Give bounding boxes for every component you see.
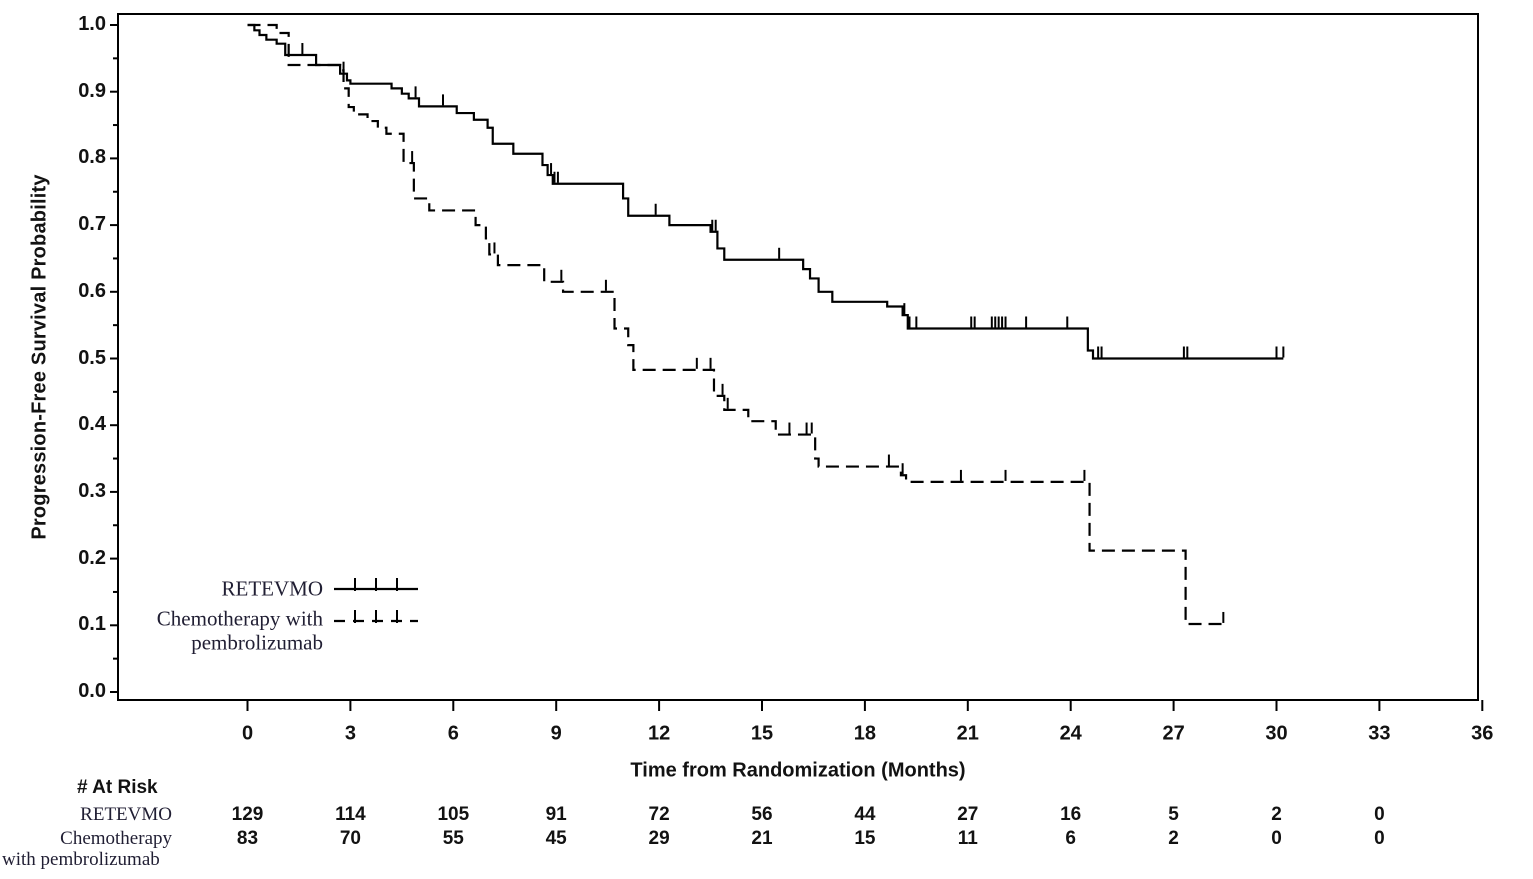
risk-count: 6 — [1065, 828, 1076, 849]
x-tick-label: 9 — [550, 722, 562, 745]
risk-count: 2 — [1271, 804, 1282, 825]
risk-count: 129 — [231, 804, 264, 825]
y-tick-label: 0.2 — [78, 546, 106, 569]
risk-count: 56 — [751, 804, 773, 825]
x-axis-title: Time from Randomization (Months) — [630, 759, 966, 782]
km-curve-chemo-pembrolizumab — [247, 23, 1226, 626]
risk-row-label-retevmo: RETEVMO — [80, 804, 172, 825]
y-tick-label: 0.5 — [78, 346, 106, 369]
x-tick-label: 0 — [241, 722, 254, 745]
risk-count: 91 — [545, 804, 567, 825]
risk-count: 55 — [442, 828, 464, 849]
legend-label-retevmo: RETEVMO — [221, 576, 324, 601]
y-tick-label: 0.6 — [78, 279, 106, 302]
x-tick-label: 3 — [344, 722, 356, 745]
risk-count: 21 — [751, 828, 773, 849]
y-axis-title: Progression-Free Survival Probability — [28, 174, 51, 540]
risk-count: 114 — [335, 804, 366, 825]
x-tick-label: 24 — [1059, 722, 1082, 745]
legend-label-chemo-line1: Chemotherapy with — [156, 606, 323, 631]
risk-count: 0 — [1374, 804, 1385, 825]
risk-count: 72 — [648, 804, 670, 825]
y-tick-label: 0.9 — [78, 79, 106, 102]
km-curve-retevmo — [247, 23, 1284, 360]
risk-count: 27 — [957, 804, 979, 825]
plot-frame — [117, 13, 1479, 701]
risk-count: 29 — [648, 828, 670, 849]
risk-count: 70 — [339, 828, 361, 849]
x-tick-label: 27 — [1162, 722, 1185, 745]
y-tick-label: 0.3 — [78, 479, 106, 502]
risk-count: 44 — [854, 804, 876, 825]
x-tick-label: 6 — [447, 722, 459, 745]
x-tick-label: 36 — [1471, 722, 1494, 745]
x-tick-label: 12 — [647, 722, 671, 745]
risk-count: 5 — [1168, 804, 1179, 825]
x-tick-label: 21 — [956, 722, 979, 745]
y-tick-label: 0.7 — [78, 213, 106, 236]
risk-row-label-chemo-line2: with pembrolizumab — [2, 849, 160, 870]
y-tick-label: 0.4 — [78, 413, 106, 436]
legend-label-chemo-line2: pembrolizumab — [191, 630, 323, 655]
risk-count: 0 — [1271, 828, 1282, 849]
risk-count: 11 — [957, 828, 978, 849]
x-tick-label: 18 — [853, 722, 877, 745]
y-tick-label: 1.0 — [78, 13, 106, 36]
risk-table-header: # At Risk — [77, 777, 158, 798]
risk-count: 15 — [854, 828, 876, 849]
risk-count: 105 — [437, 804, 470, 825]
x-tick-label: 30 — [1265, 722, 1288, 745]
risk-count: 45 — [545, 828, 567, 849]
y-tick-label: 0.8 — [78, 146, 106, 169]
risk-count: 83 — [236, 828, 259, 849]
risk-count: 2 — [1168, 828, 1179, 849]
y-tick-label: 0.1 — [78, 613, 106, 636]
risk-count: 0 — [1374, 828, 1385, 849]
risk-row-label-chemo-line1: Chemotherapy — [60, 828, 172, 849]
x-tick-label: 33 — [1368, 722, 1391, 745]
y-tick-label: 0.0 — [78, 680, 106, 703]
x-tick-label: 15 — [750, 722, 774, 745]
risk-count: 16 — [1060, 804, 1082, 825]
